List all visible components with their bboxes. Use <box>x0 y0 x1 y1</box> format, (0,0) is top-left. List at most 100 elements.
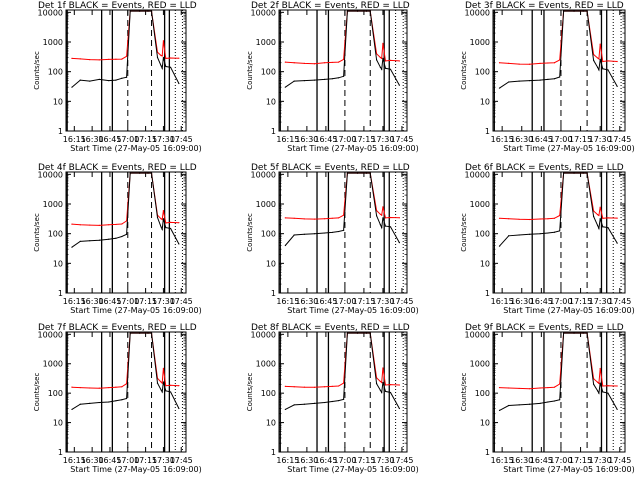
y-tick-label: 10000 <box>465 170 490 179</box>
lld-point <box>498 217 501 219</box>
plot-frame <box>65 331 187 453</box>
lld-point <box>616 60 618 63</box>
events-point <box>375 215 378 217</box>
lld-point <box>596 381 599 383</box>
events-point <box>389 68 392 70</box>
lld-point <box>553 217 556 219</box>
lld-point <box>528 388 531 390</box>
events-point <box>160 65 162 67</box>
events-point <box>346 172 349 174</box>
lld-point <box>115 58 117 60</box>
lld-point <box>160 218 162 220</box>
y-axis-label: Counts/sec <box>33 51 41 90</box>
y-tick-label: 1 <box>58 127 63 136</box>
lld-point <box>607 385 609 387</box>
events-point <box>553 231 556 233</box>
y-tick-label: 1 <box>58 448 63 457</box>
x-tick-label: 16:45 <box>314 135 337 144</box>
x-tick-label: 17:45 <box>170 456 193 465</box>
events-point <box>284 408 286 411</box>
lld-series-line <box>71 332 179 389</box>
x-tick-label: 16:15 <box>276 297 299 306</box>
y-tick-label: 10000 <box>251 8 276 17</box>
x-tick-label: 16:45 <box>314 297 337 306</box>
x-tick-label: 17:45 <box>390 456 413 465</box>
events-point <box>528 403 531 405</box>
lld-point <box>518 387 520 390</box>
events-point <box>384 225 387 227</box>
events-point <box>121 77 123 79</box>
events-point <box>508 235 510 237</box>
y-tick-label: 1000 <box>256 360 276 369</box>
events-point <box>324 401 326 404</box>
events-point <box>147 172 149 174</box>
x-tick-label: 17:00 <box>116 297 139 306</box>
x-tick-label: 16:30 <box>81 456 104 465</box>
events-point <box>369 172 371 174</box>
events-point <box>381 227 383 229</box>
lld-point <box>602 217 604 219</box>
x-tick-label: 17:00 <box>333 135 356 144</box>
y-axis-label: Counts/sec <box>33 213 41 252</box>
events-point <box>398 407 400 410</box>
events-point <box>598 392 600 394</box>
lld-series-line <box>71 172 179 226</box>
x-tick-label: 17:30 <box>589 135 612 144</box>
lld-point <box>528 63 531 65</box>
plot-frame <box>492 171 626 294</box>
lld-series-line <box>499 10 618 65</box>
events-point <box>293 234 295 236</box>
series-group <box>284 10 400 88</box>
events-point <box>71 408 73 411</box>
x-tick-label: 16:15 <box>63 456 86 465</box>
events-point <box>602 226 604 228</box>
marker-lines <box>279 10 404 131</box>
events-point <box>331 231 333 234</box>
events-point <box>616 85 618 87</box>
lld-point <box>169 221 172 223</box>
x-tick-label: 17:00 <box>116 135 139 144</box>
y-axis-label: Counts/sec <box>460 373 468 412</box>
events-point <box>293 80 295 82</box>
events-point <box>79 403 81 405</box>
events-point <box>398 84 400 86</box>
lld-point <box>121 58 123 60</box>
events-point <box>528 80 531 82</box>
lld-point <box>337 61 340 63</box>
events-point <box>161 228 163 230</box>
events-point <box>139 10 141 12</box>
panel-2: Det 2f BLACK = Events, RED = LLD 1 10 100 10… <box>246 1 419 153</box>
marker-lines <box>66 10 183 131</box>
y-tick-label: 10000 <box>251 170 276 179</box>
events-point <box>125 397 128 400</box>
events-point <box>382 381 384 384</box>
x-axis-label: Start Time (27-May-05 16:09:00) <box>503 306 634 315</box>
events-point <box>518 404 520 406</box>
x-axis-label: Start Time (27-May-05 16:09:00) <box>70 306 201 315</box>
events-point <box>284 86 286 88</box>
lld-point <box>528 218 531 221</box>
plot-frame <box>278 171 408 294</box>
events-point <box>607 69 609 71</box>
lld-point <box>547 62 549 64</box>
events-point <box>162 56 165 59</box>
lld-point <box>71 223 73 225</box>
lld-point <box>71 386 73 388</box>
lld-point <box>498 386 501 389</box>
events-point <box>379 389 381 391</box>
x-tick-label: 17:15 <box>352 135 375 144</box>
events-point <box>121 399 123 401</box>
events-point <box>115 79 117 81</box>
events-point <box>573 10 575 12</box>
lld-point <box>539 387 541 389</box>
lld-point <box>343 382 345 384</box>
events-point <box>169 391 172 393</box>
events-point <box>71 86 73 88</box>
lld-point <box>384 217 387 219</box>
y-tick-label: 100 <box>48 68 63 77</box>
x-tick-label: 17:30 <box>152 297 175 306</box>
series-group <box>71 332 180 411</box>
x-tick-label: 17:30 <box>152 456 175 465</box>
y-tick-label: 100 <box>261 230 276 239</box>
